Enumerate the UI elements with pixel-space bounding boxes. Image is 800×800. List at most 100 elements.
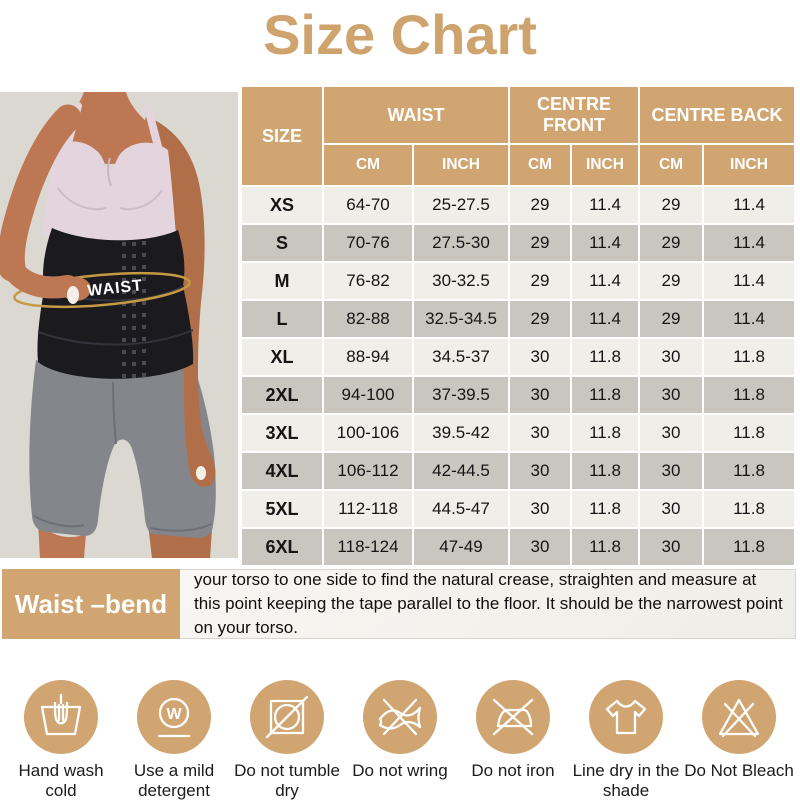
table-subheader-row: CM INCH CM INCH CM INCH bbox=[242, 145, 794, 185]
cell-waist_cm: 88-94 bbox=[324, 339, 412, 375]
cell-cf_cm: 30 bbox=[510, 453, 570, 489]
table-row: 3XL 100-106 39.5-42 30 11.8 30 11.8 bbox=[242, 415, 794, 451]
cell-cb_cm: 29 bbox=[640, 187, 702, 223]
subheader-waist-cm: CM bbox=[324, 145, 412, 185]
care-item: W Use a mild detergent bbox=[118, 680, 230, 800]
cell-cb_inch: 11.8 bbox=[704, 453, 794, 489]
cell-cb_cm: 30 bbox=[640, 415, 702, 451]
cell-waist_inch: 44.5-47 bbox=[414, 491, 508, 527]
cell-size: 6XL bbox=[242, 529, 322, 565]
cell-cf_cm: 29 bbox=[510, 225, 570, 261]
subheader-waist-inch: INCH bbox=[414, 145, 508, 185]
cell-cf_inch: 11.8 bbox=[572, 377, 638, 413]
table-row: L 82-88 32.5-34.5 29 11.4 29 11.4 bbox=[242, 301, 794, 337]
cell-cb_inch: 11.4 bbox=[704, 263, 794, 299]
cell-cf_cm: 30 bbox=[510, 529, 570, 565]
care-label: Do not wring bbox=[352, 761, 448, 780]
table-row: 6XL 118-124 47-49 30 11.8 30 11.8 bbox=[242, 529, 794, 565]
cell-waist_cm: 76-82 bbox=[324, 263, 412, 299]
cell-cf_inch: 11.4 bbox=[572, 187, 638, 223]
waist-bend-section: Waist –bend your torso to one side to fi… bbox=[2, 569, 796, 639]
table-row: 2XL 94-100 37-39.5 30 11.8 30 11.8 bbox=[242, 377, 794, 413]
cell-size: 4XL bbox=[242, 453, 322, 489]
cell-cb_inch: 11.4 bbox=[704, 301, 794, 337]
cell-cf_inch: 11.4 bbox=[572, 225, 638, 261]
no-iron-icon bbox=[492, 698, 534, 736]
subheader-cf-inch: INCH bbox=[572, 145, 638, 185]
table-row: 4XL 106-112 42-44.5 30 11.8 30 11.8 bbox=[242, 453, 794, 489]
no-tumble-dry-icon bbox=[265, 695, 309, 739]
line-dry-shade-icon bbox=[605, 699, 647, 735]
care-item: Do not tumble dry bbox=[231, 680, 343, 800]
measuring-tape-ellipse bbox=[13, 271, 191, 309]
no-wring-icon bbox=[378, 698, 422, 736]
size-table: SIZE WAIST CENTRE FRONT CENTRE BACK CM I… bbox=[240, 85, 796, 567]
cell-waist_inch: 32.5-34.5 bbox=[414, 301, 508, 337]
table-row: XL 88-94 34.5-37 30 11.8 30 11.8 bbox=[242, 339, 794, 375]
model-photo-illustration: WAIST bbox=[0, 92, 238, 558]
cell-waist_cm: 100-106 bbox=[324, 415, 412, 451]
page-title: Size Chart bbox=[263, 3, 537, 66]
table-row: 5XL 112-118 44.5-47 30 11.8 30 11.8 bbox=[242, 491, 794, 527]
cell-cb_inch: 11.4 bbox=[704, 187, 794, 223]
instructions-text: your torso to one side to find the natur… bbox=[194, 570, 783, 637]
table-row: S 70-76 27.5-30 29 11.4 29 11.4 bbox=[242, 225, 794, 261]
subheader-cb-cm: CM bbox=[640, 145, 702, 185]
hand-wash-icon bbox=[40, 693, 82, 736]
svg-text:W: W bbox=[166, 706, 182, 723]
shorts bbox=[29, 360, 216, 538]
care-label: Do Not Bleach bbox=[684, 761, 794, 780]
cell-waist_inch: 47-49 bbox=[414, 529, 508, 565]
cell-cb_cm: 30 bbox=[640, 377, 702, 413]
table-header-row: SIZE WAIST CENTRE FRONT CENTRE BACK bbox=[242, 87, 794, 185]
cell-waist_cm: 106-112 bbox=[324, 453, 412, 489]
cell-cb_cm: 30 bbox=[640, 453, 702, 489]
cell-waist_cm: 118-124 bbox=[324, 529, 412, 565]
care-item: Do Not Bleach bbox=[683, 680, 795, 800]
col-header-centre-front: CENTRE FRONT bbox=[510, 87, 638, 143]
cell-cb_inch: 11.8 bbox=[704, 491, 794, 527]
cell-size: S bbox=[242, 225, 322, 261]
left-leg bbox=[38, 522, 86, 558]
cell-waist_inch: 27.5-30 bbox=[414, 225, 508, 261]
cell-waist_cm: 64-70 bbox=[324, 187, 412, 223]
cell-cf_inch: 11.8 bbox=[572, 339, 638, 375]
cell-cb_inch: 11.8 bbox=[704, 529, 794, 565]
waist-bend-instructions: your torso to one side to find the natur… bbox=[180, 569, 796, 639]
cell-cf_cm: 29 bbox=[510, 301, 570, 337]
cell-cf_cm: 29 bbox=[510, 187, 570, 223]
col-header-size: SIZE bbox=[242, 87, 322, 185]
no-bleach-icon bbox=[718, 698, 760, 738]
cell-waist_cm: 94-100 bbox=[324, 377, 412, 413]
cell-size: 3XL bbox=[242, 415, 322, 451]
cell-size: M bbox=[242, 263, 322, 299]
fingernail bbox=[196, 466, 206, 480]
model-right-arm bbox=[0, 104, 82, 282]
subheader-cf-cm: CM bbox=[510, 145, 570, 185]
cell-waist_inch: 30-32.5 bbox=[414, 263, 508, 299]
cell-size: 5XL bbox=[242, 491, 322, 527]
cell-cf_cm: 30 bbox=[510, 377, 570, 413]
cell-cb_cm: 30 bbox=[640, 339, 702, 375]
cell-cb_cm: 30 bbox=[640, 491, 702, 527]
care-label: Line dry in the shade bbox=[572, 761, 680, 800]
table-row: XS 64-70 25-27.5 29 11.4 29 11.4 bbox=[242, 187, 794, 223]
cell-size: 2XL bbox=[242, 377, 322, 413]
cell-waist_inch: 37-39.5 bbox=[414, 377, 508, 413]
care-item: Do not wring bbox=[344, 680, 456, 800]
cami-top bbox=[42, 141, 176, 248]
cell-cf_inch: 11.4 bbox=[572, 301, 638, 337]
cell-size: XS bbox=[242, 187, 322, 223]
cell-cf_inch: 11.8 bbox=[572, 491, 638, 527]
cell-cf_cm: 30 bbox=[510, 415, 570, 451]
care-instructions-row: Hand wash cold W Use a mild detergent bbox=[0, 680, 800, 800]
cell-waist_inch: 39.5-42 bbox=[414, 415, 508, 451]
cell-cb_cm: 30 bbox=[640, 529, 702, 565]
cell-cb_inch: 11.4 bbox=[704, 225, 794, 261]
waist-label: WAIST bbox=[87, 277, 144, 300]
mild-detergent-icon: W bbox=[157, 697, 191, 738]
cell-cf_cm: 29 bbox=[510, 263, 570, 299]
care-label: Use a mild detergent bbox=[133, 761, 215, 800]
cell-cb_inch: 11.8 bbox=[704, 415, 794, 451]
